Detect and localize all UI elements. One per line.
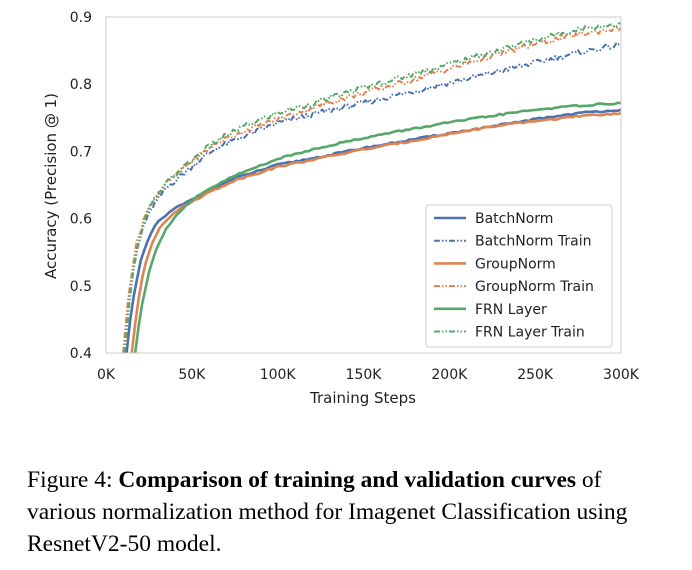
caption-rest: of various normalization method for Imag… <box>27 467 628 557</box>
caption-lead: Figure 4: <box>27 467 119 493</box>
y-tick-label: 0.6 <box>70 212 92 228</box>
series-line-frn-layer <box>133 101 621 353</box>
x-tick-label: 100K <box>260 367 297 383</box>
x-tick-label: 300K <box>603 367 640 383</box>
legend-box <box>425 204 613 348</box>
tick-labels: 0K 50K 100K 150K 200K 250K 300K 0.4 0.5 0.6 0.7 0.8… <box>70 10 640 383</box>
y-tick-label: 0.7 <box>70 144 92 160</box>
series-line-batchnorm-train <box>122 41 621 353</box>
axes-frame <box>105 16 622 354</box>
chart: 0K 50K 100K 150K 200K 250K 300K 0.4 0.5 0.6 0.7 0.8… <box>42 10 640 407</box>
caption-bold: Comparison of training and validation cu… <box>118 467 577 493</box>
series-lines <box>122 22 621 353</box>
figure-caption: Figure 4: Comparison of training and val… <box>27 464 667 560</box>
series-line-frn-layer-train <box>123 22 621 353</box>
x-tick-label: 0K <box>97 367 116 383</box>
series-line-groupnorm <box>130 111 621 353</box>
x-tick-label: 150K <box>346 367 383 383</box>
x-tick-label: 250K <box>517 367 554 383</box>
y-tick-label: 0.5 <box>70 279 92 295</box>
legend: BatchNorm BatchNorm Train GroupNorm GroupNo… <box>425 204 613 348</box>
y-axis-label: Accuracy (Precision @ 1) <box>42 93 60 279</box>
y-tick-label: 0.4 <box>70 346 92 362</box>
legend-label: FRN Layer Train <box>475 325 585 341</box>
x-tick-label: 50K <box>178 367 206 383</box>
legend-label: BatchNorm <box>475 211 553 227</box>
x-tick-label: 200K <box>431 367 468 383</box>
legend-label: GroupNorm <box>475 256 556 272</box>
legend-label: FRN Layer <box>475 302 547 318</box>
x-axis-label: Training Steps <box>309 389 416 407</box>
legend-label: BatchNorm Train <box>475 234 591 250</box>
legend-label: GroupNorm Train <box>475 279 594 295</box>
axes <box>105 16 622 354</box>
y-tick-label: 0.9 <box>70 10 92 26</box>
y-tick-label: 0.8 <box>70 77 92 93</box>
series-line-groupnorm-train <box>122 25 621 353</box>
